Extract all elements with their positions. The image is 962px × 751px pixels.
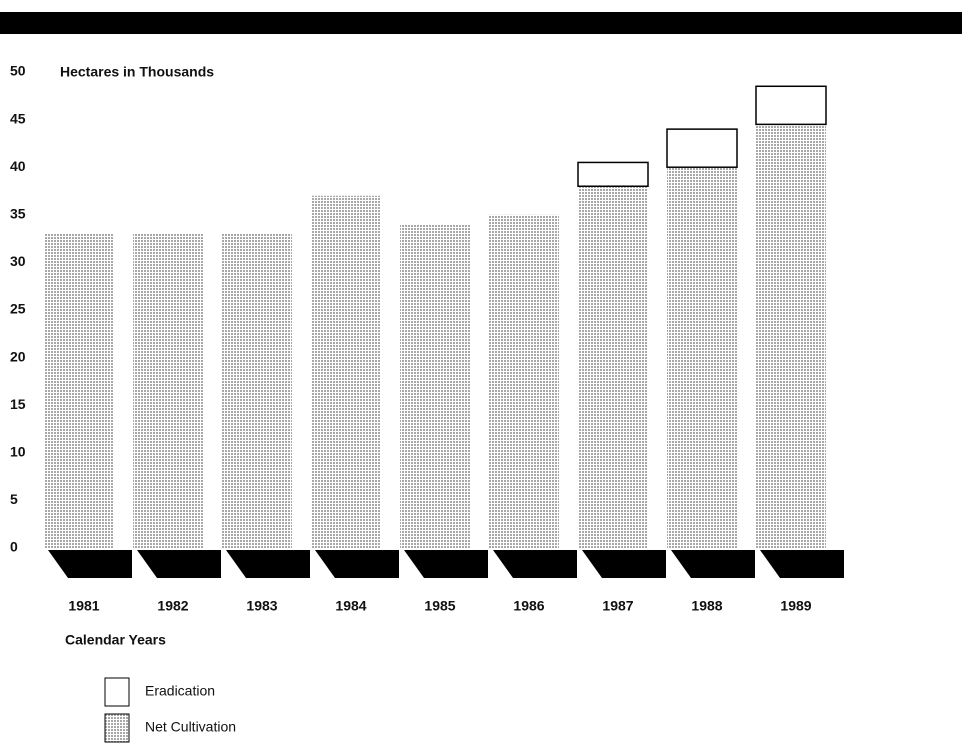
y-tick-label: 45	[10, 110, 26, 126]
bar-base	[315, 550, 399, 578]
bar-segment	[755, 85, 827, 126]
x-tick-label: 1984	[335, 598, 366, 614]
bar-segment	[756, 124, 826, 549]
x-tick-label: 1988	[691, 598, 722, 614]
bar-segment	[667, 167, 737, 548]
legend-label: Net Cultivation	[145, 719, 236, 735]
x-axis-label: Calendar Years	[65, 632, 166, 648]
bar-base	[48, 550, 132, 578]
y-tick-label: 5	[10, 491, 18, 507]
y-tick-label: 0	[10, 539, 18, 555]
bar-segment	[311, 195, 381, 548]
bar-base	[671, 550, 755, 578]
x-tick-label: 1985	[424, 598, 455, 614]
y-tick-label: 25	[10, 301, 26, 317]
legend-swatch	[104, 713, 130, 743]
x-tick-label: 1987	[602, 598, 633, 614]
y-tick-label: 35	[10, 206, 26, 222]
y-tick-label: 20	[10, 348, 26, 364]
bar-segment	[133, 233, 203, 548]
bar-base	[582, 550, 666, 578]
x-tick-label: 1986	[513, 598, 544, 614]
bar-base	[137, 550, 221, 578]
y-tick-label: 15	[10, 396, 26, 412]
bar-base	[493, 550, 577, 578]
bar-segment	[577, 161, 649, 187]
y-tick-label: 10	[10, 444, 26, 460]
x-tick-label: 1983	[246, 598, 277, 614]
bar-segment	[578, 186, 648, 549]
bar-base	[760, 550, 844, 578]
y-tick-label: 30	[10, 253, 26, 269]
bar-base	[404, 550, 488, 578]
y-tick-label: 50	[10, 63, 26, 79]
legend-label: Eradication	[145, 683, 215, 699]
bar-segment	[44, 233, 114, 548]
header-bar	[0, 12, 962, 34]
x-tick-label: 1989	[780, 598, 811, 614]
legend: Eradication Net Cultivation	[104, 677, 236, 743]
x-tick-label: 1982	[157, 598, 188, 614]
bar-segment	[400, 224, 470, 548]
legend-swatch	[104, 677, 130, 707]
bar-segment	[666, 128, 738, 168]
bar-segment	[222, 233, 292, 548]
x-tick-label: 1981	[68, 598, 99, 614]
bar-base	[226, 550, 310, 578]
bar-segment	[489, 214, 559, 549]
chart-title: Hectares in Thousands	[60, 64, 214, 80]
y-tick-label: 40	[10, 158, 26, 174]
